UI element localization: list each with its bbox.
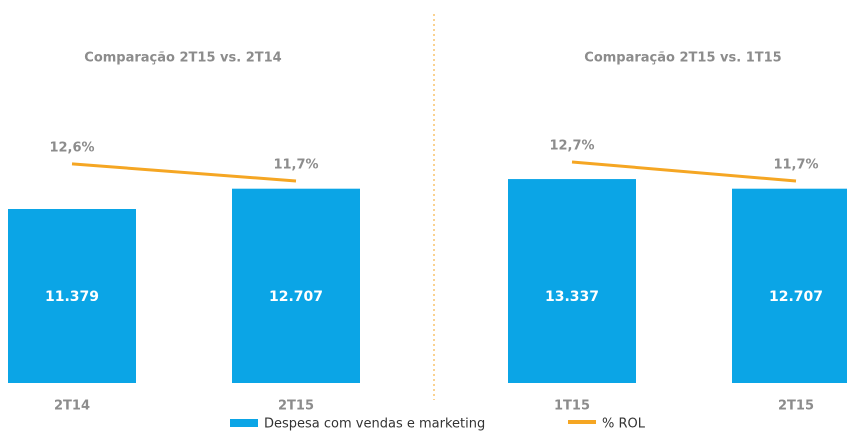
line [71, 162, 297, 183]
line-value-label: 11,7% [773, 158, 818, 173]
x-tick-label: 2T14 [54, 399, 90, 414]
legend-label: % ROL [602, 417, 646, 432]
bar [732, 188, 847, 383]
line-value-label: 11,7% [273, 158, 318, 173]
line-value-label: 12,6% [49, 140, 94, 155]
chart-title: Comparação 2T15 vs. 2T14 [84, 51, 281, 66]
legend-swatch [230, 419, 258, 427]
bar-value-label: 13.337 [545, 289, 599, 305]
bar [8, 209, 136, 383]
chart-title: Comparação 2T15 vs. 1T15 [584, 51, 781, 66]
x-tick-label: 2T15 [778, 399, 814, 414]
bar [232, 188, 360, 383]
line [571, 160, 797, 183]
bar [508, 179, 636, 383]
x-tick-label: 2T15 [278, 399, 314, 414]
bar-value-label: 11.379 [45, 289, 99, 305]
legend-label: Despesa com vendas e marketing [264, 417, 485, 432]
line-value-label: 12,7% [549, 139, 594, 154]
legend-swatch [568, 420, 596, 424]
bar-value-label: 12.707 [269, 289, 323, 305]
bar-value-label: 12.707 [769, 289, 823, 305]
x-tick-label: 1T15 [554, 399, 590, 414]
